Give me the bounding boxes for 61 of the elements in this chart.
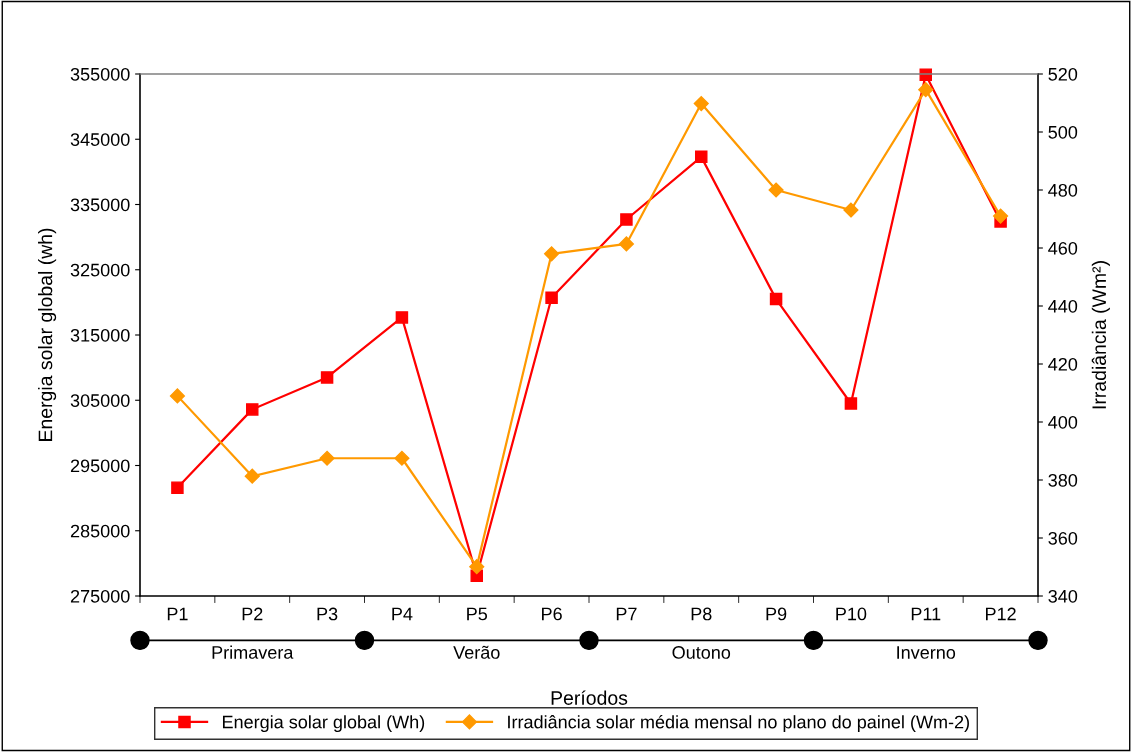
point xyxy=(620,213,633,226)
y2-tick-label: 480 xyxy=(1048,183,1078,197)
point xyxy=(843,202,859,218)
y2-tick-label: 400 xyxy=(1048,415,1078,429)
x-tick-label: P3 xyxy=(317,607,338,621)
point xyxy=(395,311,409,324)
x-tick-label: P11 xyxy=(911,607,941,621)
point xyxy=(319,450,335,466)
x-tick-label: P7 xyxy=(616,607,637,621)
text: Primavera xyxy=(212,645,294,659)
point xyxy=(469,559,485,575)
x-tick-label: P6 xyxy=(542,607,562,621)
y2-tick-label: 460 xyxy=(1048,241,1078,255)
x-tick-label: P10 xyxy=(836,607,867,621)
y-tick-label: 345000 xyxy=(70,133,130,146)
y-axis-title: Energia solar global (wh) xyxy=(38,228,57,441)
y2-tick-label: 360 xyxy=(1048,531,1078,545)
point xyxy=(244,468,260,484)
point xyxy=(693,96,709,112)
legend-label: Irradiância solar média mensal no plano do painel (Wm-2) xyxy=(508,714,969,732)
x-axis-title: Períodos xyxy=(551,690,628,705)
x-tick-label: P12 xyxy=(986,607,1016,621)
point xyxy=(769,292,783,306)
point xyxy=(918,82,934,98)
y-tick-label: 335000 xyxy=(70,198,130,212)
point xyxy=(768,182,784,198)
y-tick-label: 305000 xyxy=(70,394,130,407)
point xyxy=(544,246,560,262)
text: Verão xyxy=(453,645,500,659)
y2-tick-label: 340 xyxy=(1048,589,1078,603)
point xyxy=(993,208,1009,224)
y-tick-label: 295000 xyxy=(70,459,130,473)
x-tick-label: P2 xyxy=(242,607,263,621)
point xyxy=(171,481,184,494)
point xyxy=(545,291,558,305)
y2-tick-label: 500 xyxy=(1048,125,1078,139)
point xyxy=(320,371,334,384)
text: Inverno xyxy=(897,646,956,659)
point xyxy=(394,450,410,466)
x-tick-label: P4 xyxy=(392,607,413,621)
point xyxy=(694,150,708,164)
y-tick-label: 325000 xyxy=(70,263,130,277)
y2-tick-label: 380 xyxy=(1048,473,1078,487)
y-tick-label: 315000 xyxy=(70,328,130,342)
x-tick-label: P1 xyxy=(167,607,188,621)
y-tick-label: 275000 xyxy=(70,589,130,603)
y-tick-label: 285000 xyxy=(70,524,130,538)
point xyxy=(169,388,185,404)
x-tick-label: P9 xyxy=(766,607,787,621)
point xyxy=(844,397,858,410)
y2-axis-title: Irradiância (Wm²) xyxy=(1091,261,1110,409)
y2-tick-label: 440 xyxy=(1048,299,1078,313)
point xyxy=(618,236,634,252)
point xyxy=(245,403,259,416)
legend-label: Energia solar global (Wh) xyxy=(222,715,425,732)
text: Outono xyxy=(672,646,731,659)
y2-tick-label: 420 xyxy=(1048,357,1078,371)
y-tick-label: 355000 xyxy=(70,67,130,81)
x-tick-label: P8 xyxy=(691,607,712,621)
y2-tick-label: 520 xyxy=(1048,67,1078,81)
x-tick-label: P5 xyxy=(467,607,488,621)
